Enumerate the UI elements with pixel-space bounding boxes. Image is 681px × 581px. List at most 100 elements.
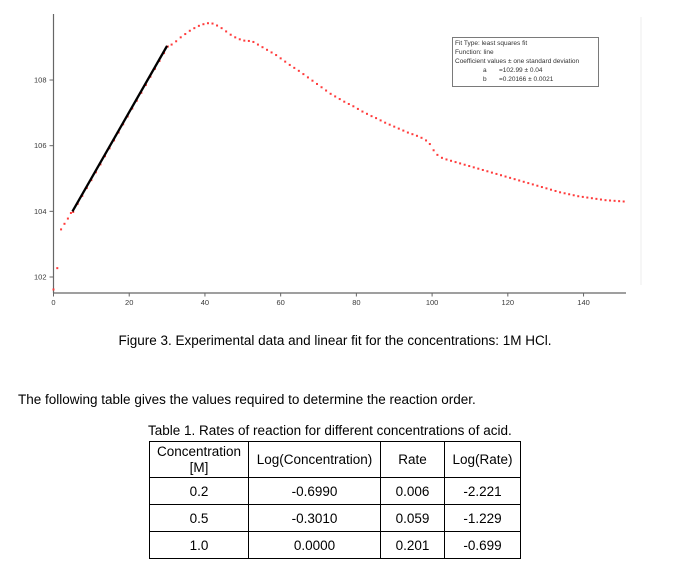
header-concentration: Concentration [M] <box>149 441 249 478</box>
table-row: 0.2 -0.6990 0.006 -2.221 <box>149 477 521 505</box>
data-point <box>220 27 223 30</box>
data-point <box>618 200 621 203</box>
x-tick-label: 140 <box>577 298 590 307</box>
x-tick-label: 80 <box>352 298 360 307</box>
data-point <box>311 79 314 82</box>
data-point <box>238 38 241 41</box>
data-point <box>425 139 428 142</box>
data-point <box>288 63 291 66</box>
data-point <box>432 149 435 152</box>
data-point <box>486 170 489 173</box>
figure-3-plot: 102 104 106 108 0 20 40 60 80 100 120 140 Fit Type:… <box>34 14 642 307</box>
data-point <box>406 131 409 134</box>
coefficient-a-value: =102.99 ± 0.04 <box>499 67 543 74</box>
data-point <box>56 267 59 270</box>
data-point <box>179 36 182 39</box>
y-tick-label: 108 <box>34 76 47 85</box>
data-point <box>306 76 309 79</box>
data-point <box>604 199 607 202</box>
coefficient-b-name: b <box>483 76 487 83</box>
header-log-rate: Log(Rate) <box>444 441 521 478</box>
data-point <box>613 199 616 202</box>
header-concentration-line1: Concentration <box>156 443 242 459</box>
header-log-concentration: Log(Concentration) <box>248 441 381 478</box>
data-point <box>568 193 571 196</box>
data-point <box>293 66 296 69</box>
data-point <box>343 100 346 103</box>
header-rate: Rate <box>380 441 445 478</box>
data-point <box>279 57 282 60</box>
data-point <box>545 187 548 190</box>
data-point <box>531 183 534 186</box>
data-point <box>500 174 503 177</box>
data-point <box>454 161 457 164</box>
data-point <box>581 195 584 198</box>
data-point <box>334 95 337 98</box>
data-point <box>243 39 246 42</box>
data-point <box>513 178 516 181</box>
cell-log-concentration: -0.6990 <box>248 477 381 505</box>
data-point <box>549 188 552 191</box>
figure-caption: Figure 3. Experimental data and linear f… <box>118 333 552 348</box>
x-tick-label: 0 <box>51 298 55 307</box>
data-point <box>527 182 530 185</box>
data-point <box>445 158 448 161</box>
data-point <box>402 129 405 132</box>
linear-fit-line <box>71 45 169 212</box>
data-point <box>188 29 191 32</box>
data-point <box>297 69 300 72</box>
data-point <box>60 228 63 231</box>
data-point <box>428 143 431 146</box>
cell-log-concentration: 0.0000 <box>248 531 381 559</box>
data-point <box>261 46 264 49</box>
data-point <box>202 23 205 26</box>
body-paragraph: The following table gives the values req… <box>18 392 476 407</box>
data-point <box>316 82 319 85</box>
data-point <box>211 22 214 25</box>
data-point <box>420 136 423 139</box>
data-point <box>375 117 378 120</box>
cell-log-concentration: -0.3010 <box>248 504 381 532</box>
cell-rate: 0.006 <box>380 477 445 505</box>
data-point <box>175 40 178 43</box>
data-point <box>415 134 418 137</box>
chart-canvas: 102 104 106 108 0 20 40 60 80 100 120 140 <box>34 14 642 307</box>
data-point <box>477 167 480 170</box>
x-tick-label: 40 <box>201 298 209 307</box>
data-point <box>320 86 323 89</box>
rates-table: Concentration [M] Log(Concentration) Rat… <box>149 441 521 559</box>
data-point <box>411 133 414 136</box>
data-point <box>270 51 273 54</box>
data-point <box>440 156 443 159</box>
data-point <box>495 172 498 175</box>
legend-coefficients-header: Coefficient values ± one standard deviat… <box>455 58 580 65</box>
data-point <box>463 163 466 166</box>
data-point <box>468 165 471 168</box>
data-point <box>329 92 332 95</box>
cell-log-rate: -1.229 <box>444 504 521 532</box>
data-point <box>338 98 341 101</box>
data-point <box>450 159 453 162</box>
data-point <box>361 110 364 113</box>
data-point <box>352 105 355 108</box>
x-tick-label: 100 <box>426 298 439 307</box>
cell-concentration: 1.0 <box>149 531 249 559</box>
legend-fit-type: Fit Type: least squares fit <box>455 40 528 47</box>
data-point <box>356 107 359 110</box>
data-point <box>247 39 250 42</box>
data-point <box>609 199 612 202</box>
cell-log-rate: -2.221 <box>444 477 521 505</box>
data-point <box>522 180 525 183</box>
data-point <box>397 127 400 130</box>
data-point <box>275 54 278 57</box>
data-point <box>63 222 66 225</box>
data-point <box>436 153 439 156</box>
data-point <box>459 162 462 165</box>
data-point <box>229 33 232 36</box>
data-point <box>52 288 55 291</box>
data-point <box>586 196 589 199</box>
data-point <box>384 121 387 124</box>
data-point <box>472 166 475 169</box>
data-point <box>572 194 575 197</box>
cell-concentration: 0.5 <box>149 504 249 532</box>
